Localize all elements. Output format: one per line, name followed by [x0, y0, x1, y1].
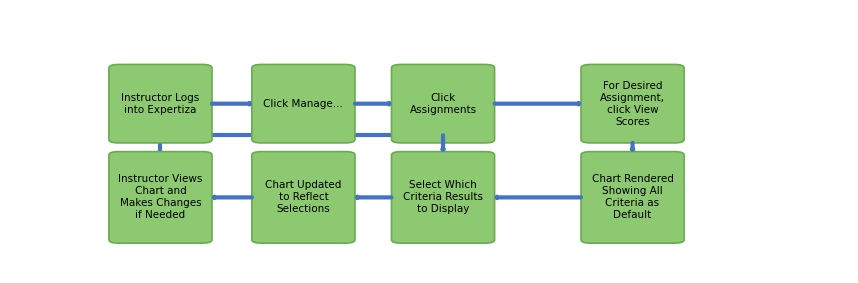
- Text: Click Manage...: Click Manage...: [263, 99, 343, 109]
- Text: Select Which
Criteria Results
to Display: Select Which Criteria Results to Display: [403, 180, 483, 215]
- FancyBboxPatch shape: [581, 65, 684, 143]
- Text: Click
Assignments: Click Assignments: [409, 93, 476, 115]
- FancyBboxPatch shape: [391, 152, 494, 243]
- FancyBboxPatch shape: [391, 65, 494, 143]
- Text: For Desired
Assignment,
click View
Scores: For Desired Assignment, click View Score…: [600, 81, 665, 127]
- FancyBboxPatch shape: [252, 152, 355, 243]
- FancyBboxPatch shape: [252, 65, 355, 143]
- Text: Chart Rendered
Showing All
Criteria as
Default: Chart Rendered Showing All Criteria as D…: [592, 174, 674, 220]
- Text: Instructor Logs
into Expertiza: Instructor Logs into Expertiza: [121, 93, 200, 115]
- Text: Chart Updated
to Reflect
Selections: Chart Updated to Reflect Selections: [265, 180, 341, 215]
- FancyBboxPatch shape: [581, 152, 684, 243]
- Text: Instructor Views
Chart and
Makes Changes
if Needed: Instructor Views Chart and Makes Changes…: [118, 174, 202, 220]
- FancyBboxPatch shape: [109, 152, 212, 243]
- FancyBboxPatch shape: [109, 65, 212, 143]
